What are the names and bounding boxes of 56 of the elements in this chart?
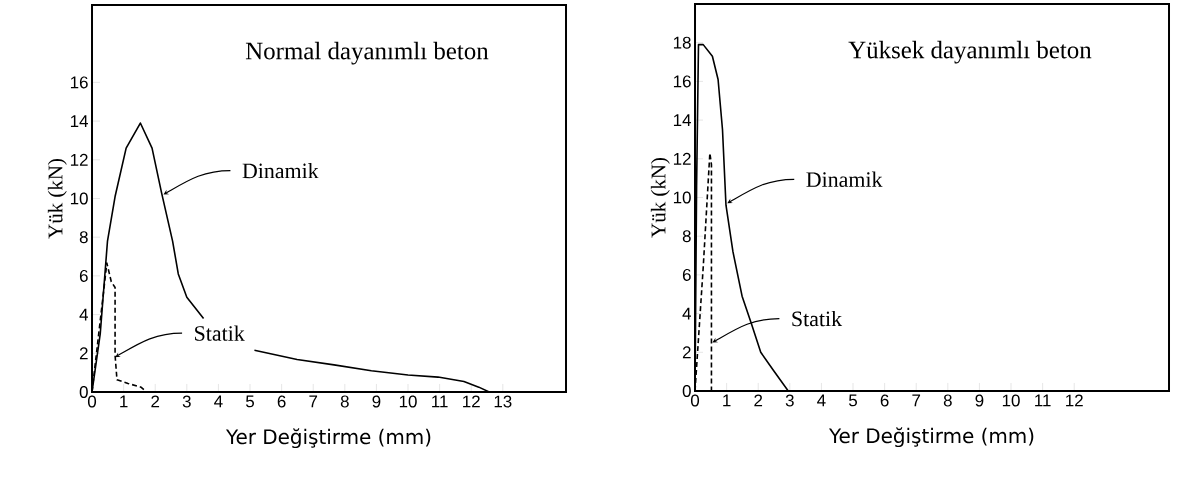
y-tick-label: 0 bbox=[79, 385, 88, 398]
x-tick-label: 1 bbox=[120, 395, 128, 408]
y-tick-label: 14 bbox=[673, 114, 691, 126]
y-tick-label: 0 bbox=[682, 384, 691, 397]
x-tick-label: 10 bbox=[1002, 394, 1020, 407]
y-tick-label: 6 bbox=[682, 268, 691, 281]
y-tick-label: 10 bbox=[673, 191, 691, 204]
annotation: Statik bbox=[195, 325, 245, 341]
x-tick-label: 10 bbox=[399, 395, 417, 408]
y-tick-label: 10 bbox=[70, 192, 88, 205]
y-tick-label: 4 bbox=[79, 308, 88, 321]
x-tick-label: 0 bbox=[690, 394, 700, 407]
y-tick-label: 16 bbox=[673, 75, 691, 88]
x-tick-label: 12 bbox=[1066, 394, 1083, 407]
x-tick-label: 3 bbox=[785, 394, 794, 407]
y-tick-label: 18 bbox=[673, 36, 691, 49]
x-tick-label: 1 bbox=[723, 394, 731, 407]
x-tick-label: 4 bbox=[214, 395, 223, 408]
y-tick-label: 8 bbox=[682, 230, 691, 243]
text: Normal dayanımlı beton bbox=[245, 41, 489, 65]
x-tick-label: 0 bbox=[87, 395, 97, 408]
y-tick-label: 4 bbox=[682, 307, 691, 320]
y-tick-label: 12 bbox=[673, 152, 691, 165]
x-tick-label: 6 bbox=[277, 395, 286, 408]
x-tick-label: 9 bbox=[372, 395, 381, 408]
y-tick-label: 2 bbox=[682, 346, 691, 359]
y-tick-label: 8 bbox=[79, 231, 88, 244]
x-tick-label: 2 bbox=[754, 394, 763, 407]
x-tick-label: 11 bbox=[1035, 394, 1051, 407]
annotation: Statik bbox=[792, 310, 843, 327]
x-tick-label: 5 bbox=[245, 395, 254, 408]
x-axis-title: Yer Değiştirme (mm) bbox=[225, 428, 431, 449]
x-tick-label: 7 bbox=[912, 394, 921, 407]
x-tick-label: 9 bbox=[975, 394, 984, 407]
y-tick-label: 16 bbox=[70, 76, 88, 89]
y-axis-title: Yük (kN) bbox=[47, 159, 67, 239]
x-axis-title: Yer Değiştirme (mm) bbox=[828, 427, 1034, 448]
y-tick-label: 14 bbox=[70, 115, 88, 127]
x-tick-label: 8 bbox=[340, 395, 349, 408]
y-tick-label: 6 bbox=[79, 269, 88, 282]
x-tick-label: 7 bbox=[309, 395, 318, 408]
x-tick-label: 11 bbox=[432, 395, 448, 408]
y-tick-label: 12 bbox=[70, 153, 88, 166]
x-tick-label: 8 bbox=[943, 394, 952, 407]
x-tick-label: 12 bbox=[463, 395, 480, 408]
x-tick-label: 13 bbox=[494, 395, 512, 408]
text: Yüksek dayanımlı beton bbox=[848, 40, 1092, 64]
annotation: Dinamik bbox=[242, 162, 319, 179]
x-tick-label: 5 bbox=[848, 394, 858, 407]
annotation: Dinamik bbox=[806, 171, 883, 188]
x-tick-label: 6 bbox=[880, 394, 889, 407]
x-tick-label: 2 bbox=[151, 395, 160, 408]
y-tick-label: 2 bbox=[79, 347, 88, 360]
x-tick-label: 4 bbox=[817, 394, 826, 407]
y-axis-title: Yük (kN) bbox=[650, 158, 670, 238]
x-tick-label: 3 bbox=[182, 395, 191, 408]
